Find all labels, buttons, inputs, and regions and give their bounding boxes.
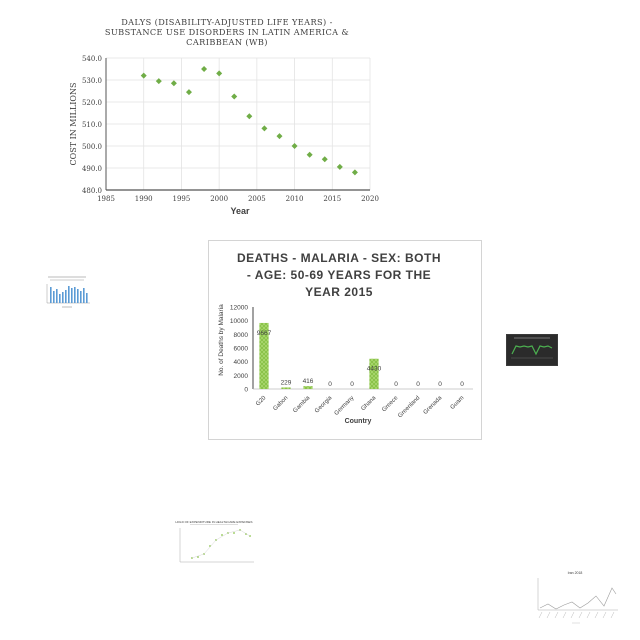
data-point [170,80,177,87]
chart-title-line: SUBSTANCE USE DISORDERS IN LATIN AMERICA… [105,27,349,37]
x-tick-label: Germany [334,395,356,417]
bar [303,386,313,389]
malaria-bar-svg: DEATHS - MALARIA - SEX: BOTH - AGE: 50-69… [218,251,473,425]
x-tick-labels: G20 Gabon Gambia Georgia Germany Ghana GreeceG… [255,395,465,420]
y-tick-labels: 480.0 490.0 500.0 510.0 520.0 530.0 540.0 [82,55,102,195]
data-point [306,151,313,158]
x-tick-label: G20 [255,395,268,408]
y-tick-label: 510.0 [82,121,102,129]
thumbnail-dark-line-chart [506,334,558,366]
dalys-scatter-svg: DALYS (DISABILITY-ADJUSTED LIFE YEARS) -… [69,17,379,216]
x-tick-label: 2015 [323,195,341,203]
x-tick-label: 1985 [97,195,115,203]
data-point [185,89,192,96]
x-tick-label: Gabon [272,395,289,412]
data-label: 416 [303,378,314,385]
x-tick-label: 2005 [248,195,266,203]
y-axis-label: COST IN MILLIONS [69,83,78,166]
data-point [246,113,253,120]
x-tick-label: 1995 [173,195,191,203]
thumbnail-title: HOLD OF EXPENDITURE IN HEALTHCARE EXPENS… [175,520,252,524]
data-point [321,156,328,163]
thumbnail-bar-chart [40,274,94,310]
data-label: 0 [416,381,420,388]
data-label: 4430 [367,366,382,373]
y-tick-label: 12000 [230,305,248,312]
data-point [291,143,298,149]
chart-title-line: - AGE: 50-69 YEARS FOR THE [247,268,431,282]
y-tick-label: 520.0 [82,99,102,107]
bar [259,322,269,389]
x-axis-label: Country [345,418,372,425]
thumbnail-line-chart: Iran 2018 [528,568,622,626]
y-tick-label: 530.0 [82,77,102,85]
data-label: 0 [438,381,442,388]
data-point [276,133,283,140]
data-point [351,169,358,176]
data-point [261,125,268,132]
chart-title-line: CARIBBEAN (WB) [186,37,268,47]
data-label: 0 [328,381,332,388]
grid [105,57,371,191]
x-tick-labels: 1985 1990 1995 2000 2005 2010 2015 2020 [97,195,379,203]
x-tick-label: Guam [450,395,466,411]
y-tick-label: 6000 [234,346,249,353]
data-point [155,78,162,85]
y-tick-label: 8000 [234,332,249,339]
x-tick-label: Greece [381,395,400,414]
data-label: 229 [281,379,292,386]
thumbnail-scatter-chart: HOLD OF EXPENDITURE IN HEALTHCARE EXPENS… [170,518,258,570]
data-point [216,70,223,77]
chart-title-line: DEATHS - MALARIA - SEX: BOTH [237,251,441,265]
x-axis-label: Year [230,206,250,216]
chart-title-line: DALYS (DISABILITY-ADJUSTED LIFE YEARS) - [121,17,333,27]
x-tick-label: Ghana [360,395,377,412]
x-tick-label: Gambia [292,395,312,415]
data-point [201,66,208,72]
x-tick-label: 1990 [135,195,153,203]
data-label: 9667 [257,330,272,337]
x-tick-label: 2010 [286,195,304,203]
thumbnail-title: Iran 2018 [568,571,583,575]
bar [281,387,291,389]
x-tick-label: 2000 [210,195,228,203]
dalys-scatter-chart: DALYS (DISABILITY-ADJUSTED LIFE YEARS) -… [62,12,392,222]
y-tick-label: 490.0 [82,165,102,173]
y-tick-label: 4000 [234,359,249,366]
x-tick-label: Grenada [423,395,444,416]
data-points [140,66,358,176]
chart-title: DEATHS - MALARIA - SEX: BOTH - AGE: 50-69… [237,251,441,299]
y-tick-label: 540.0 [82,55,102,63]
y-tick-label: 2000 [234,373,249,380]
chart-title-line: YEAR 2015 [305,285,373,299]
y-tick-label: 0 [244,387,248,394]
data-point [336,163,343,170]
y-axis-label: No. of Deaths by Malaria [218,304,225,376]
x-tick-label: Georgia [314,395,334,415]
data-label: 0 [350,381,354,388]
y-tick-label: 480.0 [82,187,102,195]
malaria-bar-chart: DEATHS - MALARIA - SEX: BOTH - AGE: 50-69… [208,240,482,440]
x-tick-label: Greenland [397,395,421,419]
data-point [140,72,147,79]
bar [369,358,379,389]
y-tick-label: 500.0 [82,143,102,151]
chart-title: DALYS (DISABILITY-ADJUSTED LIFE YEARS) -… [105,17,349,47]
x-tick-label: 2020 [361,195,379,203]
data-point [231,93,238,100]
data-label: 0 [394,381,398,388]
data-label: 0 [460,381,464,388]
data-labels: 9667 229 416 0 0 4430 0 0 0 0 [257,330,464,388]
y-tick-label: 10000 [230,318,248,325]
bars [259,322,379,389]
